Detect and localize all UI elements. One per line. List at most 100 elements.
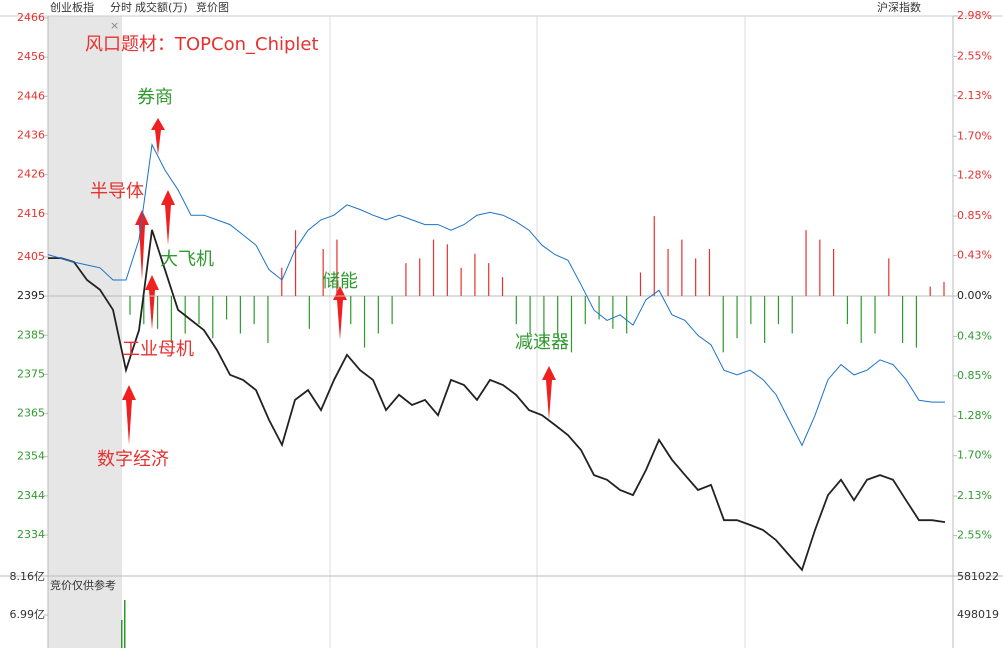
arrow <box>122 385 136 445</box>
y2-tick-label: 0.43% <box>957 249 992 262</box>
breadth-bar <box>198 295 200 325</box>
close-button[interactable]: × <box>110 19 119 32</box>
y2-tick-label: 0.00% <box>957 289 992 302</box>
breadth-bar <box>501 277 504 296</box>
breadth-bar <box>570 295 573 353</box>
breadth-bar <box>377 295 379 334</box>
panel-label: 竞价仅供参考 <box>50 578 116 592</box>
breadth-bar <box>722 295 724 353</box>
breadth-bar <box>736 295 738 339</box>
vol-y2-tick-label: 581022 <box>957 570 999 583</box>
breadth-bar <box>929 286 931 296</box>
breadth-bar <box>170 295 172 343</box>
breadth-bar <box>777 295 780 325</box>
annotation: 大飞机 <box>160 249 214 270</box>
y2-tick-label: 2.55% <box>957 529 992 542</box>
breadth-bar <box>281 267 283 296</box>
breadth-bar <box>888 258 890 296</box>
volume-bar <box>124 600 126 648</box>
breadth-bar <box>391 295 393 325</box>
y-tick-label: 2436 <box>17 128 45 141</box>
y-tick-label: 2395 <box>17 289 45 302</box>
y-tick-label: 2456 <box>17 50 45 63</box>
y-tick-label: 2385 <box>17 328 45 341</box>
annotation: 储能 <box>322 271 358 292</box>
breadth-bar <box>363 295 366 348</box>
vol-tick-label: 6.99亿 <box>10 608 46 621</box>
arrow <box>135 210 149 280</box>
breadth-bar <box>708 248 711 296</box>
volume-bar <box>121 620 123 648</box>
annotation: 减速器 <box>515 332 569 353</box>
breadth-bar <box>846 295 849 325</box>
breadth-bar <box>460 267 462 296</box>
y-tick-label: 2334 <box>17 528 45 541</box>
y-tick-label: 2466 <box>17 11 45 24</box>
arrow <box>161 190 175 245</box>
y-tick-label: 2405 <box>17 250 45 263</box>
breadth-bar <box>336 239 338 296</box>
breadth-bar <box>915 295 918 348</box>
arrow <box>145 275 159 330</box>
breadth-bar <box>225 295 228 320</box>
auction-shade <box>48 16 122 648</box>
breadth-bar <box>805 230 807 296</box>
y-tick-label: 2446 <box>17 89 45 102</box>
breadth-bar <box>446 244 448 296</box>
breadth-bar <box>750 295 752 325</box>
breadth-bar <box>653 216 655 296</box>
breadth-bar <box>764 295 766 343</box>
y2-tick-label: 0.85% <box>957 209 992 222</box>
y-tick-label: 2426 <box>17 168 45 181</box>
breadth-bar <box>667 248 669 296</box>
y-tick-label: 2365 <box>17 407 45 420</box>
breadth-bar <box>212 295 214 339</box>
breadth-bar <box>239 295 241 334</box>
breadth-bar <box>419 258 421 296</box>
header-item: 分时 <box>110 1 132 14</box>
breadth-bar <box>681 239 683 296</box>
breadth-bar <box>860 295 862 343</box>
y2-tick-label: 2.98% <box>957 9 992 22</box>
price-line <box>48 229 946 572</box>
annotation: 半导体 <box>90 181 144 202</box>
vol-tick-label: 8.16亿 <box>10 570 46 583</box>
breadth-bar <box>833 248 835 296</box>
breadth-bar <box>791 295 793 334</box>
arrow <box>333 286 347 340</box>
breadth-bar <box>129 295 131 315</box>
arrow <box>542 366 556 420</box>
y2-tick-label: 1.28% <box>957 169 992 182</box>
annotation: 工业母机 <box>122 339 194 360</box>
annotation: 风口题材：TOPCon_Chiplet <box>85 34 319 55</box>
breadth-bar <box>943 281 945 296</box>
price-line <box>47 143 945 447</box>
breadth-bar <box>432 239 435 296</box>
breadth-bar <box>543 295 545 343</box>
y-tick-label: 2375 <box>17 367 45 380</box>
breadth-bar <box>350 295 352 325</box>
breadth-bar <box>515 295 517 325</box>
y-tick-label: 2416 <box>17 207 45 220</box>
breadth-bar <box>598 295 600 320</box>
breadth-bar <box>639 272 642 296</box>
header-title: 创业板指 <box>50 0 94 14</box>
arrow <box>151 118 165 155</box>
arrows <box>122 118 556 445</box>
y2-tick-label: 1.70% <box>957 129 992 142</box>
breadth-bar <box>557 295 559 339</box>
y2-tick-label: 1.28% <box>957 409 992 422</box>
y2-tick-label: 2.13% <box>957 89 992 102</box>
annotation: 数字经济 <box>97 449 169 470</box>
y2-tick-label: 1.70% <box>957 449 992 462</box>
breadth-bar <box>626 295 628 334</box>
y2-tick-label: 2.13% <box>957 489 992 502</box>
breadth-bar <box>143 295 145 325</box>
header-item: 竞价图 <box>196 0 229 14</box>
breadth-bar <box>902 295 904 343</box>
breadth-bar <box>474 253 476 296</box>
index-selector[interactable]: 沪深指数 <box>877 0 921 14</box>
breadth-bar <box>529 295 531 334</box>
breadth-bar <box>488 263 490 296</box>
